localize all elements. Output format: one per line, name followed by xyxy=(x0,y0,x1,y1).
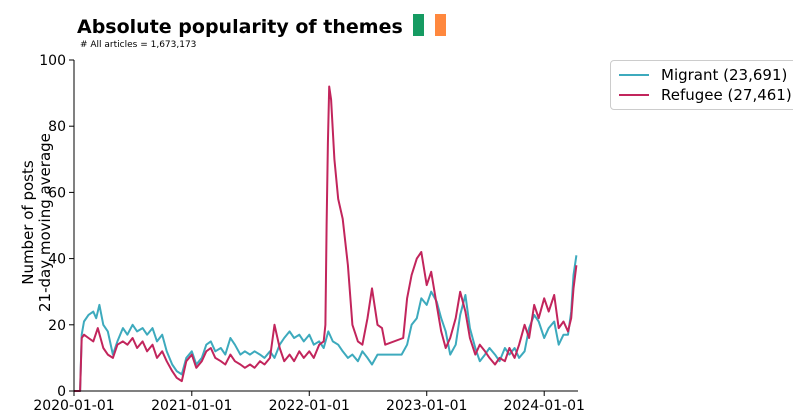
x-tick-label: 2024-01-01 xyxy=(504,398,585,414)
legend-item: Refugee (27,461) xyxy=(619,85,792,105)
y-tick-label: 20 xyxy=(48,318,66,334)
y-tick-label: 60 xyxy=(48,185,66,201)
y-tick-label: 80 xyxy=(48,119,66,135)
x-tick-label: 2022-01-01 xyxy=(269,398,350,414)
legend-label: Refugee (27,461) xyxy=(661,86,792,104)
legend-item: Migrant (23,691) xyxy=(619,65,792,85)
flag-stripe-white xyxy=(423,14,435,36)
chart-subtitle: # All articles = 1,673,173 xyxy=(80,40,197,50)
y-tick-label: 0 xyxy=(57,384,66,400)
legend-swatch xyxy=(619,74,649,76)
x-tick-label: 2021-01-01 xyxy=(151,398,232,414)
legend-swatch xyxy=(619,94,649,96)
x-tick-label: 2023-01-01 xyxy=(386,398,467,414)
x-tick-label: 2020-01-01 xyxy=(33,398,114,414)
y-tick-label: 100 xyxy=(39,53,66,69)
legend-label: Migrant (23,691) xyxy=(661,66,788,84)
chart-title-text: Absolute popularity of themes xyxy=(77,16,403,38)
y-axis-label: Number of posts 21-day moving average xyxy=(19,133,54,312)
y-tick-label: 40 xyxy=(48,252,66,268)
flag-stripe-orange xyxy=(434,14,446,36)
ireland-flag-icon xyxy=(412,14,446,41)
chart-title: Absolute popularity of themes xyxy=(77,14,446,41)
chart-legend: Migrant (23,691) Refugee (27,461) xyxy=(610,60,793,110)
flag-stripe-green xyxy=(412,14,424,36)
series-line-refugee xyxy=(74,85,578,392)
